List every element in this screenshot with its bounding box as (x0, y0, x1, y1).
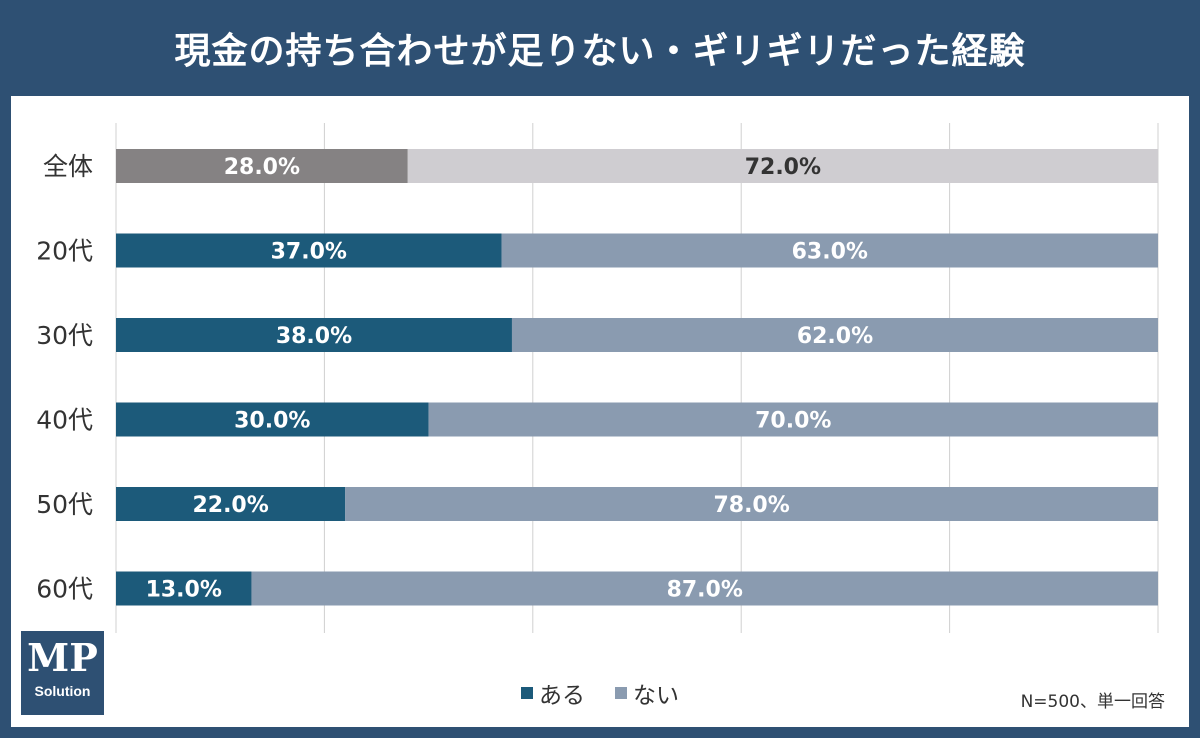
chart-title: 現金の持ち合わせが足りない・ギリギリだった経験 (174, 31, 1026, 72)
bar-segment-yes (116, 318, 512, 352)
legend-label-no: ない (633, 683, 679, 709)
category-label: 30代 (36, 321, 93, 350)
chart-panel: 全体 28.0% 72.0% 20代 37.0% 63.0% 30代 38.0% 62.0% 40… (11, 96, 1189, 727)
data-label: 62.0% (797, 324, 873, 349)
legend-swatch-no (615, 687, 627, 699)
sample-note: N=500、単一回答 (1020, 692, 1165, 712)
data-label: 38.0% (276, 324, 352, 349)
category-label: 40代 (36, 406, 93, 435)
bar-segment-no (407, 149, 1158, 183)
logo-main-text: MP (27, 635, 98, 680)
bar-segment-no (511, 318, 1159, 352)
legend-item-no: ない (615, 676, 679, 710)
bar-segment-yes (116, 402, 429, 437)
legend-swatch-yes (521, 687, 533, 699)
bar-segment-no (345, 487, 1158, 521)
bar-segment-no (428, 402, 1159, 437)
data-label: 22.0% (192, 493, 268, 518)
bar-chart: 全体 28.0% 72.0% 20代 37.0% 63.0% 30代 38.0% 62.0% 40… (36, 123, 1159, 633)
data-label: 72.0% (745, 155, 821, 180)
data-label: 30.0% (234, 409, 310, 434)
category-label: 60代 (36, 575, 93, 604)
data-label: 78.0% (713, 493, 789, 518)
bar-segment-no (251, 571, 1158, 606)
bar-segment-yes (116, 233, 502, 268)
data-label: 63.0% (792, 240, 868, 265)
data-label: 13.0% (146, 578, 222, 603)
category-label: 50代 (36, 490, 93, 519)
legend-label-yes: ある (539, 683, 585, 709)
category-label: 20代 (36, 237, 93, 266)
bar-segment-no (501, 233, 1158, 268)
bar-segment-yes (116, 571, 252, 606)
data-label: 87.0% (667, 578, 743, 603)
legend-item-yes: ある (521, 676, 585, 710)
logo-sub-text: Solution (34, 683, 91, 699)
data-label: 28.0% (224, 155, 300, 180)
bar-segment-yes (116, 487, 346, 521)
mp-solution-logo: MP Solution (21, 631, 104, 715)
bar-segment-yes (116, 149, 408, 183)
data-label: 70.0% (755, 409, 831, 434)
category-label: 全体 (43, 152, 93, 181)
data-label: 37.0% (271, 240, 347, 265)
legend: ある ない (0, 676, 1200, 710)
